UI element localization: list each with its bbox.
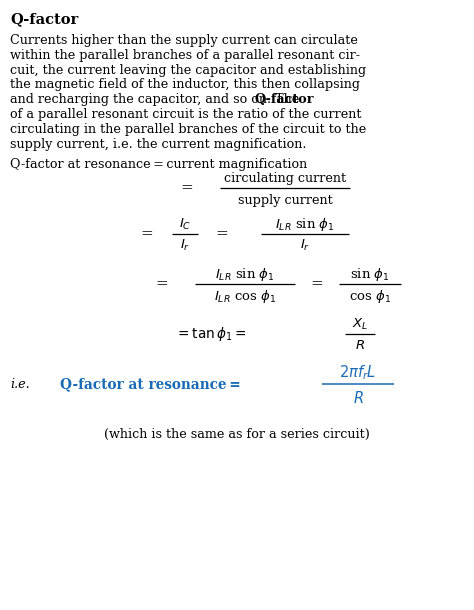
Text: $I_C$: $I_C$ [179, 217, 191, 232]
Text: =: = [140, 228, 153, 242]
Text: Q-factor at resonance =: Q-factor at resonance = [60, 378, 241, 392]
Text: the magnetic field of the inductor, this then collapsing: the magnetic field of the inductor, this… [10, 79, 360, 92]
Text: sin $\phi_1$: sin $\phi_1$ [350, 266, 390, 283]
Text: cos $\phi_1$: cos $\phi_1$ [349, 288, 391, 305]
Text: circulating current: circulating current [224, 172, 346, 185]
Text: $I_r$: $I_r$ [180, 238, 190, 253]
Text: $I_{LR}$ sin $\phi_1$: $I_{LR}$ sin $\phi_1$ [215, 266, 275, 283]
Text: $I_r$: $I_r$ [300, 238, 310, 253]
Text: $X_L$: $X_L$ [352, 317, 368, 332]
Text: Q-factor: Q-factor [255, 93, 315, 106]
Text: =: = [155, 278, 168, 292]
Text: $= \tan\phi_1 =$: $= \tan\phi_1 =$ [175, 325, 246, 343]
Text: supply current, i.e. the current magnification.: supply current, i.e. the current magnifi… [10, 138, 307, 151]
Text: Q-factor at resonance = current magnification: Q-factor at resonance = current magnific… [10, 159, 307, 171]
Text: $R$: $R$ [353, 390, 364, 406]
Text: Currents higher than the supply current can circulate: Currents higher than the supply current … [10, 34, 358, 47]
Text: and recharging the capacitor, and so on. The: and recharging the capacitor, and so on.… [10, 93, 303, 106]
Text: =: = [180, 181, 193, 195]
Text: $I_{LR}$ cos $\phi_1$: $I_{LR}$ cos $\phi_1$ [214, 288, 276, 305]
Text: =: = [310, 278, 323, 292]
Text: $2\pi f_r L$: $2\pi f_r L$ [339, 363, 376, 382]
Text: =: = [215, 228, 228, 242]
Text: $I_{LR}$ sin $\phi_1$: $I_{LR}$ sin $\phi_1$ [275, 216, 335, 233]
Text: within the parallel branches of a parallel resonant cir-: within the parallel branches of a parall… [10, 49, 360, 62]
Text: Q-factor: Q-factor [10, 12, 78, 26]
Text: supply current: supply current [237, 194, 332, 207]
Text: i.e.: i.e. [10, 378, 29, 391]
Text: of a parallel resonant circuit is the ratio of the current: of a parallel resonant circuit is the ra… [10, 108, 362, 121]
Text: cuit, the current leaving the capacitor and establishing: cuit, the current leaving the capacitor … [10, 63, 366, 77]
Text: $R$: $R$ [355, 339, 365, 352]
Text: circulating in the parallel branches of the circuit to the: circulating in the parallel branches of … [10, 123, 366, 136]
Text: (which is the same as for a series circuit): (which is the same as for a series circu… [104, 428, 370, 442]
